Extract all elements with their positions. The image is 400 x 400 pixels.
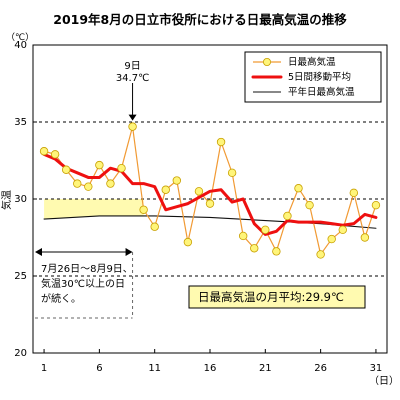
x-axis-unit: （日）	[369, 375, 399, 387]
peak-arrow-head	[128, 114, 137, 121]
legend-label: 日最高気温	[288, 56, 336, 68]
daily-high-temperature-point	[261, 225, 270, 234]
x-tick-label: 1	[41, 363, 47, 374]
daily-high-temperature-point	[139, 205, 148, 214]
daily-high-temperature-point	[316, 250, 325, 259]
hot-period-note-line-3: が続く。	[41, 292, 81, 305]
daily-high-temperature-point	[238, 231, 248, 241]
daily-high-temperature-point	[50, 150, 60, 159]
x-tick-label: 21	[259, 363, 272, 374]
daily-high-temperature-point	[183, 237, 193, 247]
chart-title: 2019年8月の日立市役所における日最高気温の推移	[53, 12, 347, 27]
x-tick-label: 26	[314, 363, 327, 374]
five-day-moving-average-line	[42, 152, 378, 236]
daily-high-temperature-point	[371, 200, 381, 210]
daily-high-temperature-point	[128, 122, 137, 131]
daily-high-temperature-point	[73, 179, 82, 188]
monthly-average-label: 日最高気温の月平均:29.9℃	[198, 290, 344, 304]
daily-high-temperature-point	[327, 234, 336, 244]
daily-high-temperature-point	[360, 233, 370, 242]
y-tick-label: 25	[14, 271, 27, 282]
daily-high-temperature-point	[117, 163, 126, 173]
y-axis-label: 気温	[0, 190, 13, 210]
chart-annotations: 9日 34.7℃ 7月26日～8月9日、 気温30℃以上の日 が続く。 日最高気…	[41, 61, 344, 305]
daily-high-temperature-point	[205, 199, 215, 208]
x-tick-label: 31	[370, 363, 383, 374]
x-tick-label: 16	[204, 363, 217, 374]
daily-high-temperature-point	[161, 185, 170, 194]
daily-high-temperature-point	[95, 160, 104, 170]
normal-high-temperature-line	[43, 215, 377, 229]
legend-label: 平年日最高気温	[288, 86, 355, 98]
hot-period-band	[44, 199, 144, 220]
daily-high-temperature-point	[61, 165, 71, 174]
daily-high-temperature-point	[349, 188, 359, 198]
peak-value-label: 34.7℃	[116, 73, 150, 84]
y-tick-label: 35	[14, 117, 27, 128]
daily-high-temperature-point	[294, 184, 303, 193]
daily-high-temperature-point	[216, 137, 226, 147]
hot-period-arrow-left	[35, 248, 42, 256]
y-tick-label: 20	[14, 348, 27, 359]
daily-high-temperature-point	[106, 179, 115, 188]
y-tick-label: 30	[14, 194, 27, 205]
daily-high-temperature-point	[283, 211, 292, 221]
peak-day-label: 9日	[124, 61, 140, 72]
daily-high-temperature-point	[338, 225, 347, 234]
hot-period-note-line-2: 気温30℃以上の日	[41, 277, 125, 290]
daily-high-temperature-point	[305, 200, 314, 210]
hot-period-note-line-1: 7月26日～8月9日、	[41, 263, 133, 275]
daily-high-temperature-point	[150, 222, 159, 231]
daily-high-temperature-point	[227, 168, 237, 178]
x-tick-label: 11	[148, 363, 161, 374]
x-tick-label: 6	[96, 363, 102, 374]
daily-high-temperature-point	[39, 147, 49, 156]
daily-high-temperature-point	[272, 247, 281, 256]
legend-label: 5日間移動平均	[288, 71, 351, 83]
monthly-average-box	[188, 285, 366, 309]
daily-high-temperature-point	[250, 244, 259, 253]
y-axis-unit: （℃）	[6, 32, 34, 43]
daily-high-temperature-point	[84, 182, 93, 191]
y-tick-label: 40	[14, 40, 27, 51]
hot-period-arrow-right	[125, 248, 133, 256]
daily-high-temperature-point	[194, 187, 204, 196]
legend-daily-marker-swatch	[262, 58, 271, 67]
daily-high-temperature-point	[172, 176, 182, 185]
